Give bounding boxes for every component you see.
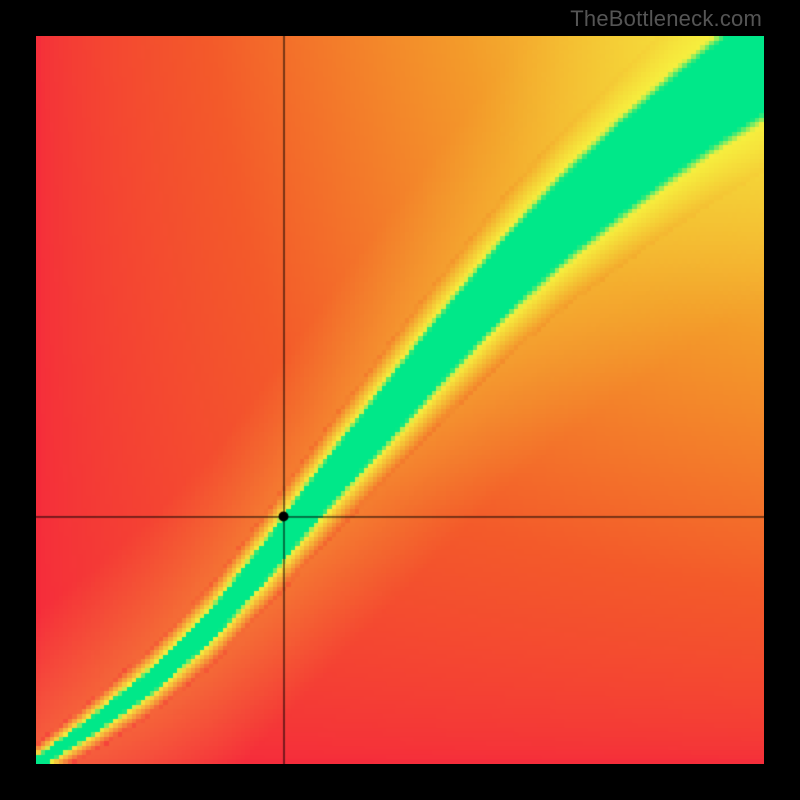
heatmap-container [36, 36, 764, 764]
outer-frame: TheBottleneck.com [0, 0, 800, 800]
heatmap-canvas [36, 36, 764, 764]
watermark-text: TheBottleneck.com [570, 6, 762, 32]
